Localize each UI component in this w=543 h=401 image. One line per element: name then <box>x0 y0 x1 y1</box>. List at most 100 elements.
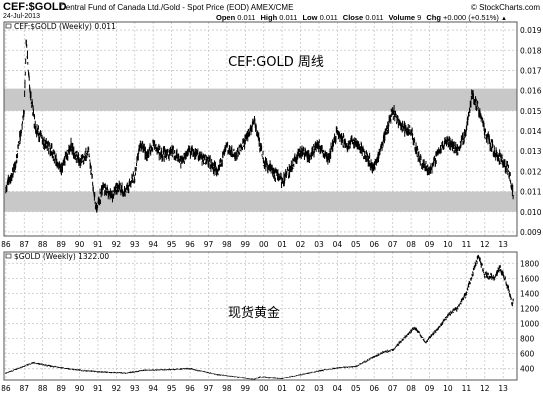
y-tick-label: 1600 <box>520 274 539 283</box>
data-point <box>189 368 191 370</box>
data-point <box>69 144 71 146</box>
data-point <box>263 160 265 162</box>
x-tick-label: 92 <box>112 240 122 249</box>
y-tick-label: 800 <box>520 335 535 344</box>
series-icon <box>5 23 12 29</box>
data-point <box>382 140 385 142</box>
x-tick-label: 01 <box>277 384 287 393</box>
x-tick-label: 07 <box>388 240 398 249</box>
data-point <box>189 150 191 152</box>
data-point <box>29 90 31 92</box>
data-point <box>346 144 348 146</box>
data-point <box>318 144 320 146</box>
data-point <box>382 351 385 353</box>
panel-top: 0.009 0.010 0.011 0.012 0.013 0.014 0.015 0.016… <box>1 21 542 249</box>
low-label: Low <box>302 13 318 22</box>
data-point <box>318 370 320 372</box>
chart-date: 24-Jul-2013 <box>3 13 40 20</box>
chart-annotation: CEF:GOLD 周线 <box>228 55 324 70</box>
data-point <box>95 207 97 209</box>
data-point <box>143 369 145 371</box>
x-tick-label: 12 <box>480 240 490 249</box>
y-tick-label: 0.013 <box>520 147 542 156</box>
data-point <box>226 146 228 148</box>
x-tick-label: 02 <box>296 384 306 393</box>
data-point <box>512 195 514 197</box>
shaded-band <box>4 191 517 212</box>
data-point <box>180 160 182 162</box>
y-tick-label: 0.017 <box>520 66 542 75</box>
x-tick-label: 87 <box>19 384 29 393</box>
x-tick-label: 01 <box>277 240 287 249</box>
data-point <box>502 160 504 162</box>
data-point <box>484 273 486 276</box>
data-point <box>465 292 467 295</box>
data-point <box>281 180 283 183</box>
x-tick-label: 05 <box>351 240 361 249</box>
y-tick-label: 600 <box>520 350 535 359</box>
x-tick-label: 91 <box>93 384 103 393</box>
watermark: © StockCharts.com <box>470 3 540 12</box>
x-tick-label: 92 <box>112 384 122 393</box>
y-tick-label: 0.019 <box>520 26 542 35</box>
data-point <box>401 126 403 128</box>
data-point <box>78 369 81 371</box>
data-point <box>392 110 394 112</box>
y-tick-label: 1200 <box>520 304 539 313</box>
close-value: 0.011 <box>365 13 384 22</box>
data-point <box>428 170 431 172</box>
shaded-band <box>4 88 517 111</box>
data-point <box>508 170 510 172</box>
data-point <box>272 170 274 172</box>
data-point <box>512 298 514 300</box>
data-point <box>493 277 495 279</box>
x-tick-label: 05 <box>351 384 361 393</box>
x-tick-label: 13 <box>498 384 508 393</box>
data-point <box>438 326 440 328</box>
x-tick-label: 94 <box>148 240 158 249</box>
data-point <box>88 150 90 152</box>
data-point <box>124 190 127 193</box>
x-tick-label: 94 <box>148 384 158 393</box>
data-point <box>161 369 164 371</box>
data-point <box>161 154 164 156</box>
panel-title: CEF:$GOLD (Weekly) 0.011 <box>14 22 116 31</box>
data-point <box>152 144 154 146</box>
volume-value: 9 <box>417 13 422 22</box>
x-tick-label: 00 <box>259 384 269 393</box>
data-point <box>217 374 219 376</box>
x-tick-label: 08 <box>406 384 416 393</box>
x-tick-label: 00 <box>259 240 269 249</box>
data-point <box>198 156 200 158</box>
y-tick-label: 0.014 <box>520 127 542 136</box>
data-point <box>392 349 394 351</box>
y-tick-label: 1400 <box>520 289 539 298</box>
panel-title: $GOLD (Weekly) 1322.00 <box>14 252 109 261</box>
y-tick-label: 1000 <box>520 320 539 329</box>
data-point <box>139 140 141 142</box>
y-tick-label: 400 <box>520 365 535 374</box>
data-point <box>465 130 467 132</box>
data-point <box>32 362 35 364</box>
x-tick-label: 09 <box>425 240 435 249</box>
data-point <box>5 186 7 189</box>
x-tick-label: 88 <box>38 384 48 393</box>
x-tick-label: 02 <box>296 240 306 249</box>
data-point <box>25 39 27 41</box>
data-point <box>97 371 99 373</box>
y-tick-label: 0.015 <box>520 107 542 116</box>
x-tick-label: 98 <box>222 240 232 249</box>
data-point <box>447 315 449 317</box>
data-point <box>145 154 147 156</box>
data-point <box>5 372 7 374</box>
x-tick-label: 10 <box>443 240 453 249</box>
y-tick-label: 0.010 <box>520 208 542 217</box>
data-point <box>112 195 114 197</box>
data-point <box>253 120 256 122</box>
data-point <box>171 150 173 152</box>
low-value: 0.011 <box>319 13 338 22</box>
x-tick-label: 07 <box>388 384 398 393</box>
x-tick-label: 11 <box>462 240 472 249</box>
chg-label: Chg <box>426 13 441 22</box>
